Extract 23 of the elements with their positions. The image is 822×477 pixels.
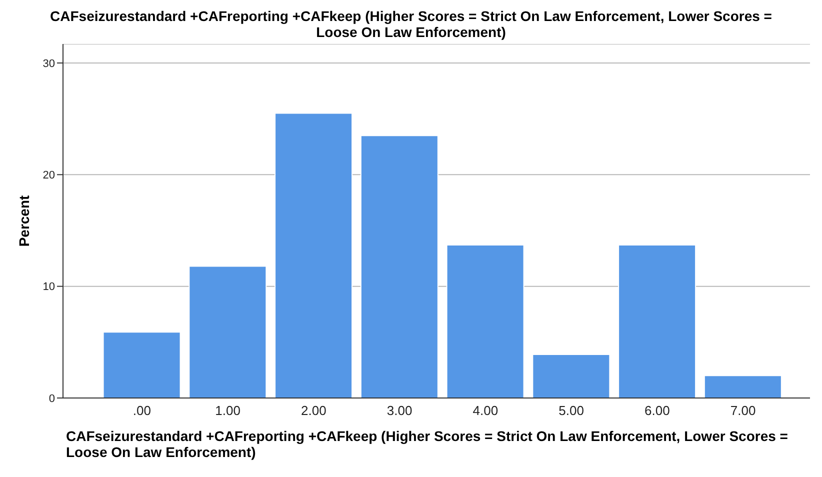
chart-title: CAFseizurestandard +CAFreporting +CAFkeep (Higher Scores = Strict On Law Enforcement, Lower Scores = Loose On Law Enforcement) bbox=[49, 8, 773, 42]
bar bbox=[360, 135, 438, 398]
bar bbox=[274, 112, 353, 398]
y-tick-label: 10 bbox=[42, 281, 55, 294]
y-tick-label: 20 bbox=[42, 170, 55, 182]
bar bbox=[618, 244, 696, 398]
y-tick-label: 0 bbox=[48, 392, 55, 405]
x-axis-title: CAFseizurestandard +CAFreporting +CAFkeep (Higher Scores = Strict On Law Enforcement, Lower Scores = Loose On Law Enforcement) bbox=[65, 428, 789, 460]
x-tick-label: 7.00 bbox=[730, 403, 756, 418]
x-tick-label: 3.00 bbox=[386, 403, 412, 418]
bar bbox=[532, 354, 610, 398]
bar bbox=[446, 244, 524, 398]
bar bbox=[102, 332, 181, 398]
bar bbox=[704, 375, 782, 398]
y-tick-label: 30 bbox=[42, 58, 55, 70]
x-tick-label: 4.00 bbox=[472, 403, 498, 418]
x-tick-label: 6.00 bbox=[644, 403, 670, 418]
y-axis-title: Percent bbox=[16, 194, 32, 247]
bar bbox=[188, 266, 267, 398]
x-tick-label: 5.00 bbox=[558, 403, 584, 418]
x-tick-label: .00 bbox=[132, 403, 151, 418]
x-tick-label: 2.00 bbox=[301, 403, 326, 418]
x-tick-label: 1.00 bbox=[215, 403, 240, 418]
